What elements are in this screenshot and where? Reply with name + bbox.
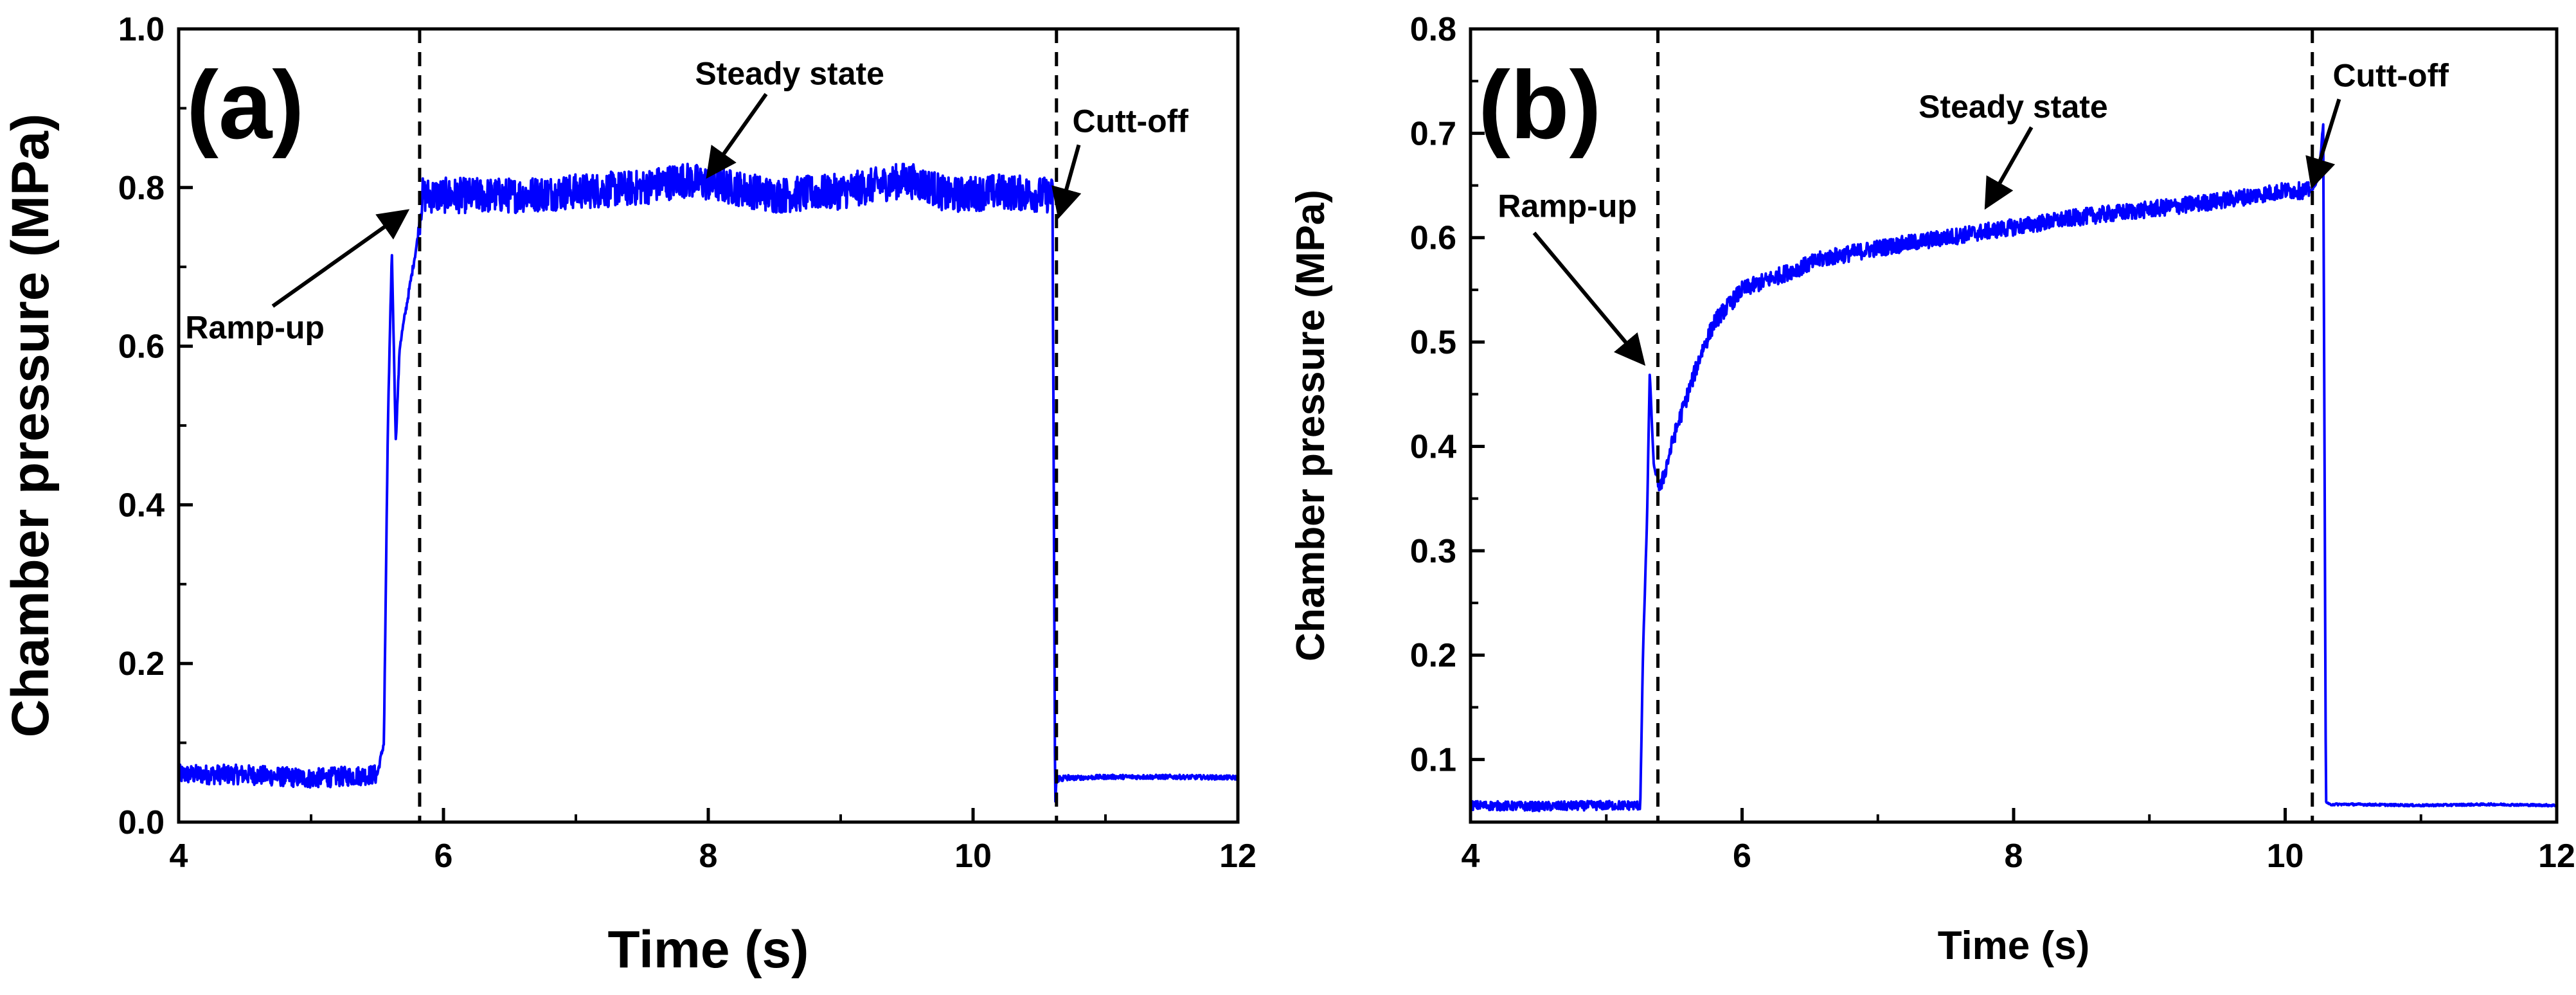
series-line-chamber-pressure <box>1471 123 2557 812</box>
x-tick-label: 10 <box>954 838 992 875</box>
y-tick-label: 0.7 <box>1410 115 1456 152</box>
annotation-arrow <box>706 93 768 179</box>
y-tick-label: 0.6 <box>118 328 165 366</box>
x-tick-label: 6 <box>1733 838 1751 875</box>
y-tick-label: 0.8 <box>118 170 165 207</box>
y-tick-label: 0.1 <box>1410 742 1456 779</box>
y-axis-title: Chamber pressure (MPa) <box>1289 190 1333 661</box>
x-tick-label: 8 <box>2005 838 2023 875</box>
panel-a: 4 6 8 10 12 0.0 0.2 0.4 0.6 0.8 1.0 Time (s) Chamber… <box>1 11 1257 979</box>
x-tick-label: 12 <box>2538 838 2575 875</box>
y-tick-label: 0.2 <box>118 645 165 683</box>
x-tick-label: 8 <box>699 838 718 875</box>
y-axis-title: Chamber pressure (MPa) <box>1 114 60 738</box>
annotation-arrow <box>271 209 410 308</box>
x-tick-label: 10 <box>2267 838 2304 875</box>
annotation-label: Ramp-up <box>185 309 325 345</box>
x-axis-title: Time (s) <box>608 920 809 979</box>
annotation-arrow <box>2305 98 2341 190</box>
annotation-label: Steady state <box>1919 89 2108 125</box>
y-tick-label: 0.4 <box>118 487 165 524</box>
x-axis-title: Time (s) <box>1938 924 2090 968</box>
annotation-label: Steady state <box>695 55 884 91</box>
y-tick-label: 0.3 <box>1410 533 1456 570</box>
y-tick-label: 0.2 <box>1410 637 1456 674</box>
annotation-arrow <box>1984 126 2034 210</box>
panel-b: 4 6 8 10 12 0.1 0.2 0.3 0.4 0.5 0.6 0.7 0.8 Time (s) C… <box>1289 11 2575 968</box>
series-line-chamber-pressure <box>179 163 1238 803</box>
annotation-arrow <box>1051 144 1082 219</box>
annotation-label: Ramp-up <box>1498 188 1637 224</box>
x-tick-label: 4 <box>170 838 188 875</box>
x-tick-label: 4 <box>1462 838 1480 875</box>
panel-label: (a) <box>186 51 304 159</box>
annotation-label: Cutt-off <box>2332 57 2449 93</box>
x-tick-label: 12 <box>1219 838 1257 875</box>
y-tick-label: 1.0 <box>118 11 165 48</box>
panel-label: (b) <box>1478 51 1602 159</box>
y-tick-label: 0.4 <box>1410 428 1456 465</box>
annotation-arrow <box>1532 231 1646 366</box>
y-tick-label: 0.8 <box>1410 11 1456 48</box>
x-tick-label: 6 <box>434 838 453 875</box>
y-tick-label: 0.6 <box>1410 220 1456 257</box>
y-tick-label: 0.0 <box>118 804 165 841</box>
annotation-label: Cutt-off <box>1073 103 1189 139</box>
plot-frame <box>1469 27 2559 824</box>
y-tick-label: 0.5 <box>1410 324 1456 361</box>
